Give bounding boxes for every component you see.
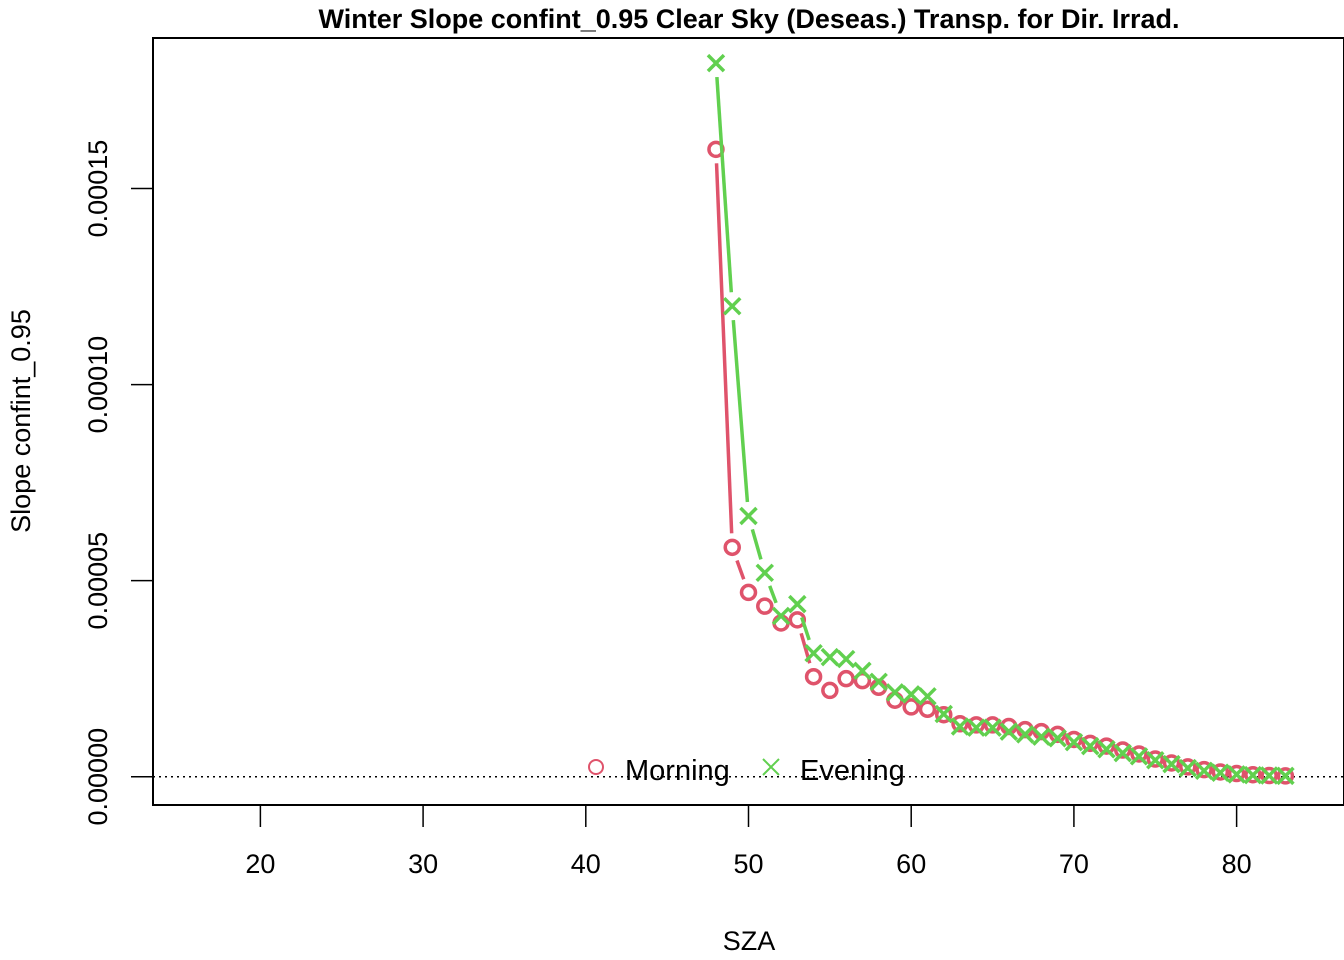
data-point <box>1065 730 1083 749</box>
data-point <box>1032 727 1051 746</box>
chart-title: Winter Slope confint_0.95 Clear Sky (Des… <box>318 4 1179 34</box>
data-point <box>755 563 775 583</box>
series-segment <box>735 559 746 580</box>
legend-label: Evening <box>800 755 905 787</box>
data-point <box>1080 736 1100 756</box>
series-segment <box>714 163 734 534</box>
data-point <box>1113 741 1132 759</box>
data-point <box>967 718 986 737</box>
data-point <box>1259 766 1279 785</box>
x-tick-label: 50 <box>733 849 763 879</box>
data-point <box>950 717 970 736</box>
data-point <box>837 669 855 688</box>
series-segment <box>715 76 734 293</box>
data-point <box>1195 760 1213 779</box>
x-axis-label: SZA <box>723 926 776 956</box>
data-point <box>901 685 921 704</box>
data-point <box>918 700 937 719</box>
data-point <box>1211 763 1230 783</box>
series-layer <box>706 53 1295 786</box>
data-point <box>1146 750 1165 770</box>
legend-item-evening: Evening <box>762 755 905 787</box>
data-point <box>853 661 872 681</box>
data-point <box>1064 732 1084 752</box>
data-point <box>853 671 872 690</box>
y-axis: 0.00000 0.00005 0.00010 0.00015 <box>83 140 154 826</box>
data-point <box>1162 754 1181 772</box>
data-point <box>756 597 774 615</box>
x-tick-label: 30 <box>408 849 438 879</box>
data-point <box>1276 766 1295 786</box>
legend-label: Morning <box>625 755 730 787</box>
legend-symbol <box>588 759 604 775</box>
data-point <box>918 687 937 706</box>
data-point <box>885 683 905 702</box>
data-point <box>1162 754 1181 774</box>
data-point <box>706 53 726 73</box>
data-point <box>967 716 986 734</box>
data-point <box>934 705 953 724</box>
plot-frame <box>152 37 1344 806</box>
data-point <box>1260 766 1278 785</box>
x-tick-label: 70 <box>1059 849 1089 879</box>
y-axis-label: Slope confint_0.95 <box>6 309 36 533</box>
data-point <box>1244 765 1262 784</box>
x-tick-label: 20 <box>245 849 275 879</box>
data-point <box>1015 725 1035 744</box>
y-tick-label: 0.00005 <box>83 532 113 630</box>
y-tick-label: 0.00015 <box>83 140 113 238</box>
series-segment <box>731 320 750 503</box>
data-point <box>1146 750 1165 768</box>
data-point <box>1227 764 1246 783</box>
data-point <box>1113 743 1132 763</box>
data-point <box>983 716 1002 734</box>
x-tick-label: 40 <box>571 849 601 879</box>
data-point <box>902 698 920 716</box>
data-point <box>951 715 969 733</box>
data-point <box>1194 761 1214 781</box>
x-tick-label: 60 <box>896 849 926 879</box>
series-evening <box>706 53 1295 786</box>
data-point <box>1129 747 1149 766</box>
legend-symbol <box>762 758 780 776</box>
data-point <box>739 506 758 526</box>
data-point <box>1048 725 1067 744</box>
data-point <box>820 647 840 667</box>
data-point <box>788 594 807 614</box>
data-point <box>1097 737 1116 755</box>
data-point <box>1227 765 1246 784</box>
data-point <box>722 296 742 316</box>
data-point <box>723 538 741 557</box>
data-point <box>1130 745 1148 763</box>
data-point <box>836 649 856 669</box>
data-point <box>771 606 791 626</box>
data-point <box>1048 729 1067 748</box>
data-point <box>1178 758 1198 778</box>
x-tick-label: 80 <box>1222 849 1252 879</box>
series-segment <box>768 585 778 604</box>
data-point <box>1179 758 1197 776</box>
x-axis: 20 30 40 50 60 70 80 <box>245 804 1252 879</box>
data-point <box>983 718 1002 737</box>
data-point <box>1097 740 1116 759</box>
data-point <box>1081 734 1099 753</box>
data-point <box>1243 765 1263 785</box>
data-point <box>1276 767 1295 785</box>
data-point <box>869 672 888 692</box>
legend: Morning Evening <box>588 755 905 787</box>
y-tick-label: 0.00010 <box>83 336 113 434</box>
series-segment <box>750 528 763 560</box>
data-point <box>934 704 953 724</box>
data-point <box>999 722 1019 741</box>
data-point <box>804 643 823 663</box>
series-morning <box>707 140 1295 785</box>
data-point <box>821 681 839 700</box>
series-segment <box>800 616 811 641</box>
data-point <box>739 583 758 602</box>
legend-item-morning: Morning <box>588 755 730 787</box>
data-point <box>1211 763 1230 781</box>
y-tick-label: 0.00000 <box>83 728 113 826</box>
data-point <box>804 667 823 686</box>
